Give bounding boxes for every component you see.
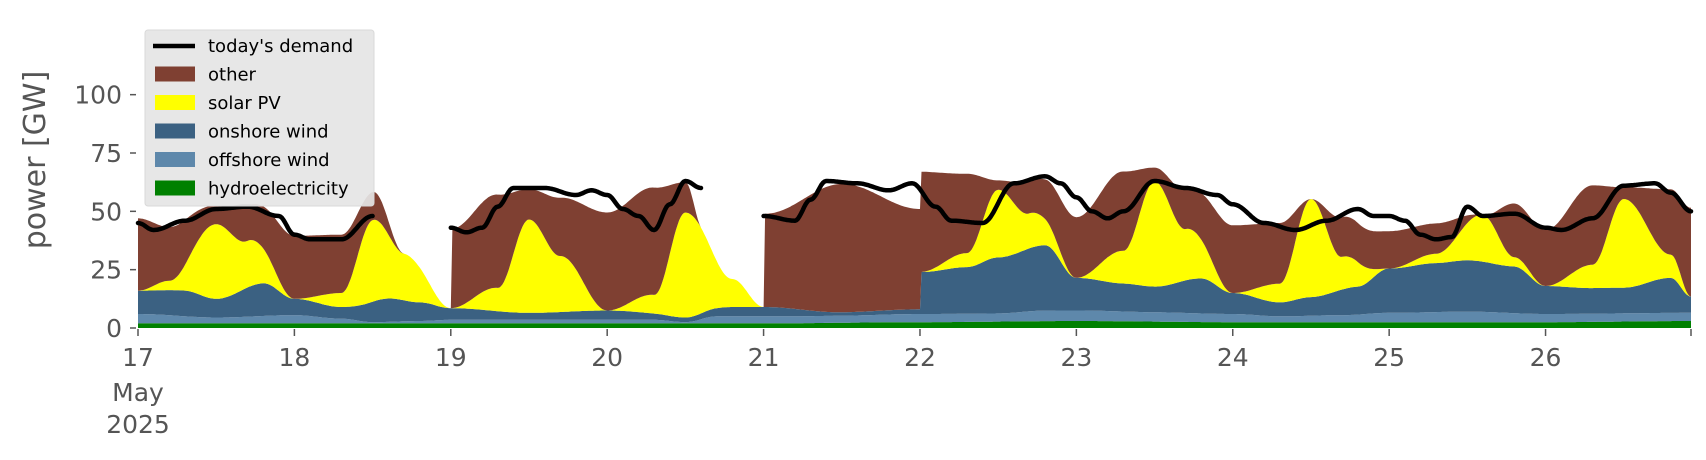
legend-label: solar PV	[208, 93, 281, 114]
area-hydroelectricity	[138, 321, 1691, 328]
x-tick-label: 18	[278, 343, 310, 372]
legend-item-offshore-wind: offshore wind	[155, 150, 330, 171]
area-other	[138, 167, 1691, 313]
legend-label: today's demand	[208, 36, 353, 57]
area-solar-pv	[138, 181, 1691, 318]
x-tick-label: 21	[748, 343, 780, 372]
legend-item-other: other	[155, 65, 257, 86]
legend-swatch	[155, 152, 195, 167]
x-tick-label: 23	[1060, 343, 1092, 372]
x-tick-label: 17	[122, 343, 154, 372]
legend-item-onshore-wind: onshore wind	[155, 122, 329, 143]
legend-item-hydroelectricity: hydroelectricity	[155, 179, 349, 200]
x-tick-label: 20	[591, 343, 623, 372]
legend-swatch	[155, 123, 195, 139]
legend-swatch	[155, 95, 195, 110]
y-axis-label: power [GW]	[18, 71, 53, 250]
area-onshore-wind	[138, 245, 1691, 323]
demand-line-segment	[761, 174, 1694, 242]
legend-swatch	[155, 180, 195, 196]
x-tick-label: 19	[435, 343, 467, 372]
legend-label: onshore wind	[208, 122, 329, 143]
y-tick-label: 25	[90, 256, 122, 285]
demand-line-segment	[448, 178, 704, 235]
stacked-areas	[138, 167, 1691, 328]
demand-line	[135, 174, 1694, 242]
x-tick-label: 22	[904, 343, 936, 372]
legend-item-today-s-demand: today's demand	[153, 36, 353, 57]
x-tick-month: May	[112, 378, 164, 407]
y-tick-label: 0	[106, 314, 122, 343]
x-tick-label: 24	[1217, 343, 1249, 372]
y-tick-label: 75	[90, 139, 122, 168]
x-tick-year: 2025	[106, 410, 170, 439]
legend-label: hydroelectricity	[208, 179, 349, 200]
legend-item-solar-pv: solar PV	[155, 93, 281, 114]
y-tick-label: 50	[90, 197, 122, 226]
legend-label: other	[208, 65, 257, 86]
demand-line-segment	[135, 204, 375, 242]
area-offshore-wind	[138, 310, 1691, 324]
x-tick-label: 25	[1373, 343, 1405, 372]
legend: today's demand other solar PV onshore wind o…	[144, 29, 375, 207]
legend-label: offshore wind	[208, 150, 330, 171]
y-tick-label: 100	[74, 81, 122, 110]
axes: 0 25 50 75 100 17 May 2025 18 19 20 21 22 23 24 25 26	[74, 81, 1692, 439]
x-tick-label: 26	[1530, 343, 1562, 372]
legend-box	[144, 29, 375, 207]
legend-swatch	[155, 66, 195, 82]
